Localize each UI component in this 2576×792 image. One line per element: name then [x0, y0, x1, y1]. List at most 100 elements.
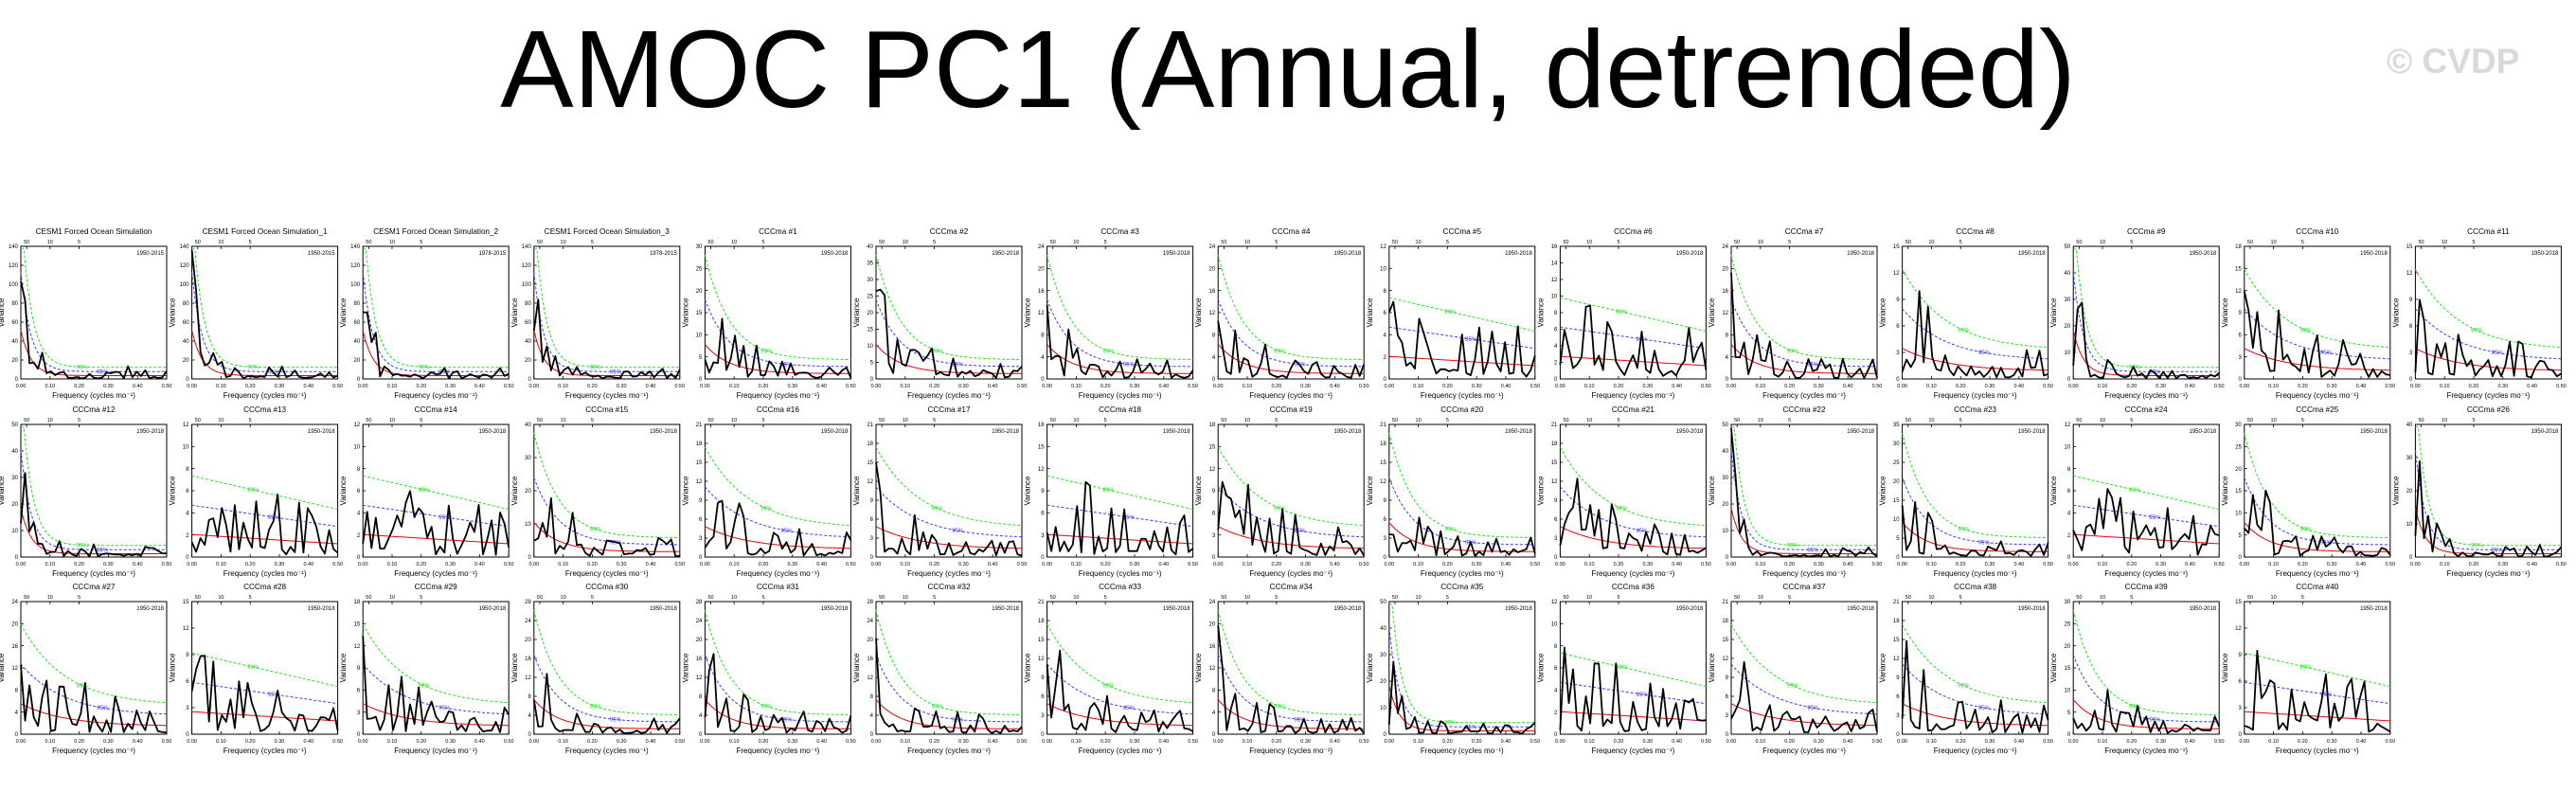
- y-tick-label: 18: [1380, 441, 1386, 447]
- y-tick-label: 10: [2406, 522, 2413, 528]
- y-tick-label: 10: [183, 445, 189, 451]
- period-tick-label: 10: [218, 240, 224, 245]
- significance-label: 95%: [1123, 515, 1136, 521]
- panel-years: 1950-2018: [1333, 429, 1361, 435]
- x-tick-label: 0.10: [2440, 562, 2450, 567]
- red-noise-curve: [1902, 703, 2048, 727]
- x-tick-label: 0.20: [587, 384, 598, 389]
- y-axis-label: Variance: [0, 476, 6, 506]
- sig99-curve: [2244, 652, 2390, 688]
- x-tick-label: 0.50: [1530, 384, 1540, 389]
- x-tick-label: 0.10: [1071, 739, 1082, 745]
- x-tick-label: 0.20: [1614, 739, 1624, 745]
- significance-label: 99%: [589, 527, 601, 532]
- significance-label: 99%: [1102, 488, 1115, 494]
- x-tick-label: 0.00: [2410, 562, 2421, 567]
- y-tick-label: 12: [1893, 657, 1900, 662]
- x-tick-label: 0.20: [1271, 562, 1281, 567]
- spectrum-panel: CCCma #15 1950-2018 0 10 20 30 40 Variance 0.00 0…: [510, 405, 685, 578]
- power-spectrum-line: [2072, 301, 2220, 380]
- y-tick-label: 6: [2238, 679, 2242, 685]
- x-tick-label: 0.40: [474, 739, 485, 745]
- panel-years: 1950-2018: [1505, 606, 1532, 612]
- x-tick-label: 0.30: [1300, 384, 1311, 389]
- y-tick-label: 21: [1038, 600, 1045, 605]
- y-tick-label: 3: [2409, 351, 2413, 356]
- y-axis-label: Variance: [0, 653, 6, 683]
- sig99-curve: [533, 609, 680, 715]
- period-tick-label: 10: [1928, 240, 1934, 245]
- x-axis-label: Frequency (cycles mo⁻¹): [1421, 391, 1504, 400]
- x-tick-label: 0.20: [1442, 562, 1453, 567]
- y-axis-label: Variance: [852, 297, 861, 328]
- y-tick-label: 6: [1896, 694, 1900, 700]
- sig95-curve: [704, 299, 851, 368]
- x-tick-label: 0.20: [1442, 739, 1453, 745]
- x-tick-label: 0.40: [1330, 384, 1340, 389]
- y-tick-label: 18: [1893, 619, 1900, 624]
- panel-years: 1950-2018: [1333, 251, 1361, 257]
- sig99-curve: [1730, 254, 1877, 360]
- panel-years: 1950-2015: [136, 251, 164, 257]
- y-tick-label: 6: [1383, 311, 1386, 316]
- y-tick-label: 0: [1726, 555, 1729, 561]
- x-tick-label: 0.30: [445, 562, 456, 567]
- y-tick-label: 21: [696, 423, 703, 428]
- y-axis-label: Variance: [0, 297, 6, 328]
- y-axis-label: Variance: [169, 476, 177, 506]
- x-tick-label: 0.50: [1359, 384, 1369, 389]
- significance-label: 95%: [952, 717, 964, 723]
- power-spectrum-line: [1217, 320, 1366, 379]
- y-tick-label: 0: [2409, 377, 2413, 383]
- sig95-curve: [2244, 681, 2390, 705]
- y-axis-label: Variance: [339, 476, 348, 506]
- period-tick-label: 10: [2271, 418, 2277, 423]
- red-noise-curve: [2415, 348, 2562, 371]
- y-tick-label: 9: [186, 653, 189, 658]
- panel-title: CCCma #31: [757, 583, 799, 591]
- period-tick-label: 10: [1586, 595, 1592, 601]
- x-tick-label: 0.00: [1384, 384, 1394, 389]
- x-tick-label: 0.10: [387, 562, 398, 567]
- x-tick-label: 0.50: [332, 739, 343, 745]
- period-tick-label: 5: [1446, 240, 1449, 245]
- y-tick-label: 0: [1554, 555, 1558, 561]
- y-tick-label: 30: [696, 244, 703, 250]
- power-spectrum-line: [1387, 660, 1536, 735]
- y-axis-label: Variance: [1708, 297, 1716, 328]
- period-tick-label: 50: [1050, 595, 1056, 601]
- y-tick-label: 3: [1726, 713, 1729, 719]
- y-axis-label: Variance: [852, 653, 861, 683]
- panel-years: 1950-2018: [2531, 251, 2559, 257]
- x-axis-label: Frequency (cycles mo⁻¹): [1079, 747, 1162, 755]
- panel-years: 1950-2018: [1676, 251, 1704, 257]
- y-tick-label: 15: [1209, 445, 1216, 451]
- y-tick-label: 0: [1896, 555, 1900, 561]
- sig95-curve: [191, 681, 338, 705]
- panel-title: CCCma #32: [927, 583, 970, 591]
- plot-frame: [704, 601, 851, 735]
- x-tick-label: 0.50: [1188, 384, 1198, 389]
- significance-label: 95%: [952, 529, 964, 534]
- spectrum-panel: CCCma #34 1950-2018 0 4 8 12 16 20 24 Variance 0.0…: [1194, 583, 1368, 755]
- x-tick-label: 0.10: [216, 562, 226, 567]
- period-tick-label: 5: [249, 595, 252, 601]
- y-axis-label: Variance: [1366, 476, 1374, 506]
- y-tick-label: 12: [696, 675, 703, 681]
- x-tick-label: 0.10: [1071, 562, 1082, 567]
- y-tick-label: 4: [1212, 355, 1216, 361]
- y-tick-label: 0: [2238, 732, 2242, 738]
- x-tick-label: 0.20: [1956, 739, 1966, 745]
- y-tick-label: 6: [699, 517, 703, 523]
- spectrum-panel: CCCma #28 1950-2018 0 3 6 9 12 15 Variance 0.00 0.…: [169, 583, 343, 755]
- sig95-curve: [1902, 308, 2048, 360]
- y-tick-label: 15: [696, 311, 703, 316]
- x-tick-label: 0.50: [2043, 739, 2053, 745]
- period-tick-label: 5: [2130, 595, 2133, 601]
- y-tick-label: 0: [870, 555, 874, 561]
- y-axis-label: Variance: [2221, 653, 2229, 683]
- significance-label: 95%: [1807, 548, 1819, 553]
- significance-label: 99%: [1958, 527, 1970, 532]
- significance-label: 95%: [438, 706, 451, 711]
- y-tick-label: 12: [1038, 657, 1045, 662]
